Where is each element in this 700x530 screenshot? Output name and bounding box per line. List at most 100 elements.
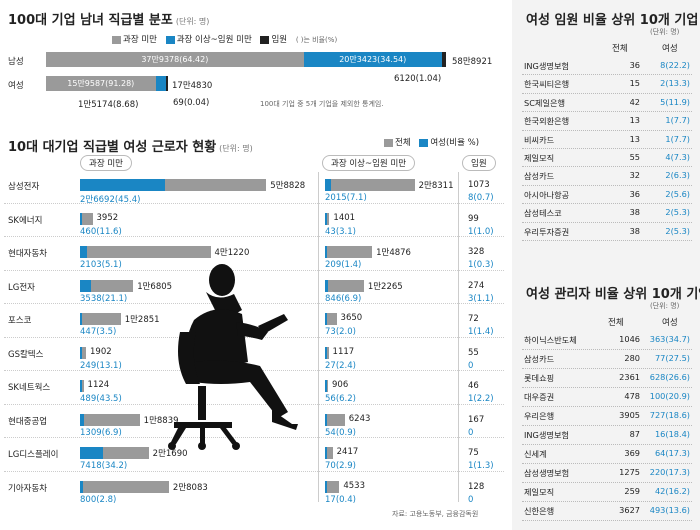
table-total: 13 bbox=[629, 115, 640, 126]
total-value-label: 1만2851 bbox=[124, 315, 160, 325]
table-company: 삼성생명보험 bbox=[524, 468, 570, 478]
female-bar bbox=[80, 480, 83, 493]
mgr-table-unit: (단위: 명) bbox=[650, 302, 680, 310]
exec-total-label: 99 bbox=[468, 213, 479, 224]
table-total: 280 bbox=[624, 353, 640, 363]
female-bar bbox=[80, 212, 82, 225]
table-company: 삼성카드 bbox=[524, 171, 555, 182]
table-total: 36 bbox=[629, 188, 640, 199]
table-row: 삼성생명보험 1275 220(17.3) bbox=[522, 463, 692, 483]
company-label: SK네트웍스 bbox=[8, 383, 51, 393]
table-company: ING생명보험 bbox=[524, 61, 570, 71]
exec-total-label: 167 bbox=[468, 414, 485, 425]
total-value-label: 2만8083 bbox=[172, 482, 208, 493]
mgr-col-total: 전체 bbox=[608, 318, 624, 328]
table-company: 신세계 bbox=[524, 449, 547, 459]
exec-total-label: 328 bbox=[468, 247, 485, 257]
total-bar bbox=[325, 447, 333, 459]
female-value-label: 2만6692(45.4) bbox=[80, 195, 141, 205]
total-value-label: 906 bbox=[332, 380, 349, 390]
female-value-label: 447(3.5) bbox=[80, 327, 117, 337]
total-value-label: 3952 bbox=[96, 212, 119, 223]
overview-segment: 15만9587(91.28) bbox=[46, 76, 156, 91]
table-female: 2(5.6) bbox=[665, 188, 690, 199]
table-company: 롯데쇼핑 bbox=[524, 373, 555, 383]
table-total: 369 bbox=[624, 448, 640, 458]
exec-total-label: 46 bbox=[468, 381, 479, 391]
table-total: 87 bbox=[629, 429, 640, 439]
legend-label-exec: 임원 bbox=[271, 35, 288, 45]
total-value-label: 1만6805 bbox=[137, 281, 173, 292]
total-bar bbox=[325, 413, 345, 426]
overview-total-female: 17만4830 bbox=[172, 81, 213, 91]
table-female: 77(27.5) bbox=[654, 353, 690, 363]
female-value-label: 209(1.4) bbox=[325, 260, 362, 270]
total-value-label: 5만8828 bbox=[270, 181, 306, 191]
company-label: 기아자동차 bbox=[8, 483, 48, 494]
female-bar bbox=[325, 447, 327, 459]
overview-chart: 남성 37만9378(64.42) 20만3423(34.54) 58만8921 … bbox=[8, 52, 508, 132]
total-value-label: 1401 bbox=[333, 212, 356, 223]
mgr-col-female: 여성 bbox=[662, 318, 678, 328]
table-company: 대우증권 bbox=[524, 392, 555, 402]
total-value-label: 4533 bbox=[343, 480, 365, 491]
row-divider bbox=[4, 403, 504, 405]
company-label: GS칼텍스 bbox=[8, 349, 44, 360]
exec-col-female: 여성 bbox=[662, 44, 678, 54]
total-value-label: 2417 bbox=[336, 447, 359, 457]
col-header-below-manager: 과장 미만 bbox=[80, 155, 132, 171]
exec-female-label: 3(1.1) bbox=[468, 293, 494, 304]
legend-swatch-manager bbox=[165, 35, 175, 44]
table-row: 비씨카드 13 1(7.7) bbox=[522, 130, 692, 149]
overview-segment-label: 15만9587(91.28) bbox=[67, 79, 135, 88]
table-total: 42 bbox=[629, 96, 640, 107]
table-female: 1(7.7) bbox=[665, 133, 690, 144]
table-company: 삼성테스코 bbox=[524, 208, 562, 219]
female-bar bbox=[325, 212, 327, 225]
overview-segment bbox=[441, 52, 446, 67]
table-total: 32 bbox=[629, 170, 640, 181]
overview-segment bbox=[155, 76, 166, 91]
total-bar bbox=[80, 246, 211, 258]
female-value-label: 2103(5.1) bbox=[80, 260, 122, 270]
table-female: 628(26.6) bbox=[649, 372, 690, 382]
row-divider bbox=[4, 202, 504, 204]
total-value-label: 1117 bbox=[332, 346, 355, 357]
table-total: 2361 bbox=[619, 372, 640, 382]
table-total: 36 bbox=[629, 60, 640, 70]
female-value-label: 846(6.9) bbox=[325, 293, 362, 304]
company-label: 삼성전자 bbox=[8, 182, 40, 192]
overview-segment-label: 37만9378(64.42) bbox=[141, 55, 209, 64]
total-bar bbox=[80, 313, 121, 325]
table-company: 우리투자증권 bbox=[524, 226, 570, 237]
table-female: 16(18.4) bbox=[654, 429, 690, 439]
legend-note: ( )는 비율(%) bbox=[295, 36, 338, 44]
legend-swatch-exec bbox=[260, 35, 270, 44]
overview-segment: 37만9378(64.42) bbox=[46, 52, 304, 67]
table-company: 비씨카드 bbox=[524, 134, 555, 145]
table-female: 727(18.6) bbox=[649, 410, 690, 420]
row-divider bbox=[4, 303, 504, 304]
table-female: 2(5.3) bbox=[665, 225, 690, 236]
female-value-label: 43(3.1) bbox=[325, 226, 356, 237]
total-value-label: 2만1690 bbox=[152, 449, 188, 459]
exec-female-label: 0 bbox=[468, 427, 474, 438]
row-divider bbox=[4, 470, 504, 472]
female-value-label: 800(2.8) bbox=[80, 494, 117, 505]
female-value-label: 27(2.4) bbox=[325, 360, 356, 371]
section2-legend: 전체 여성(비율 %) bbox=[384, 136, 479, 148]
table-company: 한국외환은행 bbox=[524, 116, 570, 127]
total-value-label: 4만1220 bbox=[214, 248, 250, 258]
table-company: SC제일은행 bbox=[524, 97, 566, 108]
table-company: 아시아나항공 bbox=[524, 189, 570, 200]
source-note: 자료: 고용노동부, 금융감독원 bbox=[392, 510, 479, 518]
exec-total-label: 128 bbox=[468, 481, 485, 492]
table-row: ING생명보험 36 8(22.2) bbox=[522, 56, 692, 76]
exec-female-label: 1(1.3) bbox=[468, 461, 494, 471]
table-row: 롯데쇼핑 2361 628(26.6) bbox=[522, 368, 692, 388]
overview-male-exec-value: 6120(1.04) bbox=[394, 74, 442, 84]
company-label: 현대자동차 bbox=[8, 249, 48, 259]
table-row: 제일모직 259 42(16.2) bbox=[522, 482, 692, 502]
female-bar bbox=[325, 179, 332, 191]
female-bar bbox=[80, 380, 82, 392]
